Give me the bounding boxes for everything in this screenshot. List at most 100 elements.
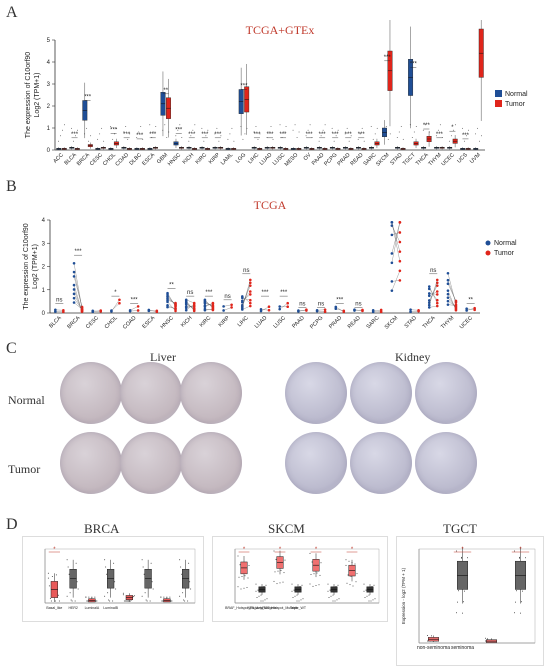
dBRCA-jitter-point xyxy=(104,559,105,560)
b-y-tick-label: 3 xyxy=(42,241,46,247)
a-y-tick-label: 2 xyxy=(47,104,51,110)
ihc-tissue-core xyxy=(415,432,477,494)
dSKCM-frame xyxy=(235,549,379,603)
dBRCA-jitter-point xyxy=(71,600,72,601)
b-sig-label: ns xyxy=(318,301,324,307)
b-normal-point xyxy=(241,307,244,310)
a-outlier-dot xyxy=(299,132,300,133)
b-normal-point xyxy=(166,301,169,304)
dSKCM-jitter-point xyxy=(238,556,239,557)
b-normal-point xyxy=(241,301,244,304)
dTGCT-jitter-point xyxy=(487,638,488,639)
b-normal-point xyxy=(297,309,300,312)
b-tumor-point xyxy=(436,299,439,302)
dSKCM-jitter-point xyxy=(244,588,245,589)
b-normal-point xyxy=(73,271,76,274)
b-pair-line xyxy=(448,284,456,301)
a-y-tick-label: 0 xyxy=(47,148,51,154)
dBRCA-jitter-point xyxy=(182,592,183,593)
b-sig-label: ns xyxy=(299,301,305,307)
dSKCM-jitter-point xyxy=(310,584,311,585)
dBRCA-jitter-point xyxy=(50,598,51,599)
a-x-tick-label: KICH xyxy=(182,152,196,166)
dSKCM-jitter-point xyxy=(292,584,293,585)
a-outlier-dot xyxy=(414,132,415,133)
dSKCM-jitter-point xyxy=(267,598,268,599)
b-normal-point xyxy=(204,302,207,305)
b-tumor-point xyxy=(324,308,327,311)
a-outlier-dot xyxy=(319,141,320,142)
a-outlier-dot xyxy=(416,126,417,127)
b-tumor-point xyxy=(156,310,159,313)
a-sig-label: *** xyxy=(384,55,392,61)
b-normal-point xyxy=(447,300,450,303)
a-outlier-dot xyxy=(310,124,311,125)
a-sig-label: *** xyxy=(436,132,444,138)
a-sig-label: *** xyxy=(84,94,92,100)
dTGCT-x-label: non-seminoma xyxy=(417,645,450,651)
b-tumor-point xyxy=(81,309,84,312)
b-normal-point xyxy=(447,279,450,282)
b-sig-label: *** xyxy=(75,249,83,255)
a-outlier-dot xyxy=(99,133,100,134)
a-outlier-dot xyxy=(101,128,102,129)
a-sig-label: ** xyxy=(163,88,168,94)
dSKCM-jitter-point xyxy=(333,601,334,602)
dSKCM-jitter-point xyxy=(319,584,320,585)
b-x-tick-label: LIHC xyxy=(237,315,250,328)
b-x-tick-label: ESCA xyxy=(141,315,156,330)
a-outlier-dot xyxy=(388,139,389,140)
ihc-tissue-core xyxy=(120,362,182,424)
a-outlier-dot xyxy=(64,124,65,125)
a-sig-label: *** xyxy=(110,127,118,133)
dSKCM-jitter-point xyxy=(331,596,332,597)
dSKCM-jitter-point xyxy=(314,573,315,574)
b-tumor-point xyxy=(174,304,177,307)
a-y-tick-label: 1 xyxy=(47,126,51,132)
b-x-tick-label: COAD xyxy=(122,315,137,330)
dSKCM-jitter-point xyxy=(357,573,358,574)
dSKCM-jitter-point xyxy=(350,584,351,585)
b-normal-point xyxy=(73,284,76,287)
a-sig-label: *** xyxy=(423,123,431,129)
dSKCM-jitter-point xyxy=(294,590,295,591)
dSKCM-jitter-point xyxy=(238,586,239,587)
dBRCA-jitter-point xyxy=(123,593,124,594)
dBRCA-jitter-point xyxy=(108,600,109,601)
dBRCA-jitter-point xyxy=(151,563,152,564)
a-outlier-dot xyxy=(192,130,193,131)
dSKCM-jitter-point xyxy=(348,575,349,576)
b-normal-point xyxy=(428,288,431,291)
a-y-tick-label: 3 xyxy=(47,82,51,88)
row-label-tumor: Tumor xyxy=(8,462,40,477)
b-sig-label: *** xyxy=(280,290,288,296)
a-sig-label: *** xyxy=(280,132,288,138)
a-outlier-dot xyxy=(179,124,180,125)
dBRCA-jitter-point xyxy=(128,601,129,602)
dSKCM-jitter-point xyxy=(347,583,348,584)
b-sig-label: ns xyxy=(56,298,62,304)
b-tumor-point xyxy=(268,309,271,312)
dSKCM-jitter-point xyxy=(330,590,331,591)
dBRCA-jitter-point xyxy=(69,574,70,575)
b-normal-point xyxy=(185,307,188,310)
ihc-tissue-core xyxy=(350,362,412,424)
b-x-tick-label: KIRP xyxy=(218,315,232,329)
dTGCT-jitter-point xyxy=(462,613,463,614)
dBRCA-jitter-point xyxy=(125,601,126,602)
a-legend-normal-swatch xyxy=(495,90,502,97)
a-outlier-dot xyxy=(62,130,63,131)
b-tumor-point xyxy=(380,309,383,312)
a-outlier-dot xyxy=(325,124,326,125)
dTGCT-jitter-point xyxy=(464,591,465,592)
a-outlier-dot xyxy=(60,135,61,136)
b-tumor-point xyxy=(193,304,196,307)
a-outlier-dot xyxy=(112,139,113,140)
b-tumor-point xyxy=(118,298,121,301)
b-y-tick-label: 2 xyxy=(42,265,46,271)
dBRCA-jitter-point xyxy=(123,594,124,595)
b-x-tick-label: THCA xyxy=(422,315,437,330)
b-tumor-point xyxy=(62,309,65,312)
dSKCM-jitter-point xyxy=(257,597,258,598)
a-outlier-dot xyxy=(125,126,126,127)
